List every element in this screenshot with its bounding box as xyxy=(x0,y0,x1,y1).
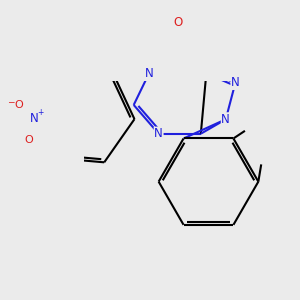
Text: N: N xyxy=(30,112,38,125)
Text: O: O xyxy=(24,135,33,146)
Text: −: − xyxy=(8,97,15,106)
Text: N: N xyxy=(154,127,163,140)
Text: N: N xyxy=(145,67,153,80)
Text: N: N xyxy=(221,113,230,126)
Text: O: O xyxy=(14,100,23,110)
Text: +: + xyxy=(37,108,43,117)
Text: N: N xyxy=(231,76,240,89)
Text: O: O xyxy=(173,16,182,29)
